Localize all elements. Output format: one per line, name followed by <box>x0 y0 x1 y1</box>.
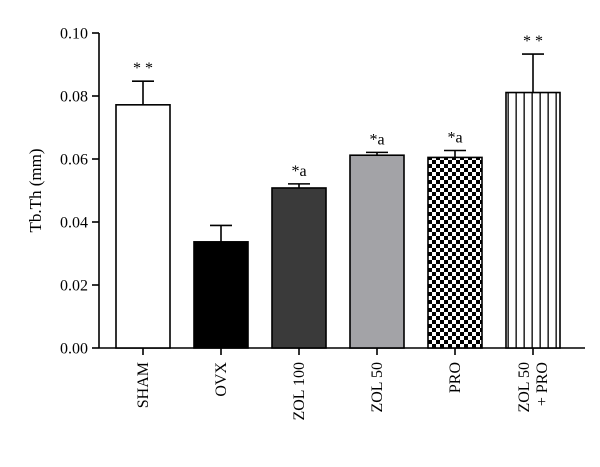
significance-label: * * <box>523 33 543 50</box>
y-tick-label: 0.02 <box>60 278 88 295</box>
bar <box>193 241 249 349</box>
bar <box>349 154 405 349</box>
x-tick-label: OVX <box>213 362 230 397</box>
y-tick-label: 0.00 <box>60 341 88 358</box>
y-tick-label: 0.06 <box>60 152 88 169</box>
significance-label: * * <box>133 60 153 77</box>
bar <box>505 91 561 349</box>
y-tick-label: 0.08 <box>60 89 88 106</box>
x-tick-label: ZOL 50 <box>369 362 386 413</box>
bar <box>271 187 327 349</box>
significance-label: *a <box>369 131 384 148</box>
y-tick-label: 0.10 <box>60 26 88 43</box>
significance-label: *a <box>447 129 462 146</box>
y-axis: 0.00 0.02 0.04 0.06 0.08 0.10 <box>60 26 100 358</box>
bars: * * *a *a *a * * <box>115 33 561 349</box>
bar <box>427 156 483 349</box>
y-tick-label: 0.04 <box>60 215 88 232</box>
x-axis: SHAM OVX ZOL 100 ZOL 50 PRO ZOL 50 + PRO <box>99 347 585 421</box>
significance-label: *a <box>291 163 306 180</box>
x-tick-label: ZOL 100 <box>291 362 308 421</box>
x-tick-label: ZOL 50 <box>516 362 533 413</box>
bar <box>115 104 171 349</box>
y-axis-title: Tb.Th (mm) <box>26 148 45 232</box>
x-tick-label: SHAM <box>135 362 152 408</box>
x-tick-label: + PRO <box>534 362 551 406</box>
x-tick-label: PRO <box>447 362 464 393</box>
